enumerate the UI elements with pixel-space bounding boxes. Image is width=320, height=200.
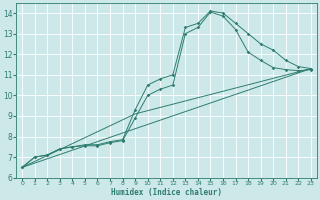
X-axis label: Humidex (Indice chaleur): Humidex (Indice chaleur) bbox=[111, 188, 222, 197]
